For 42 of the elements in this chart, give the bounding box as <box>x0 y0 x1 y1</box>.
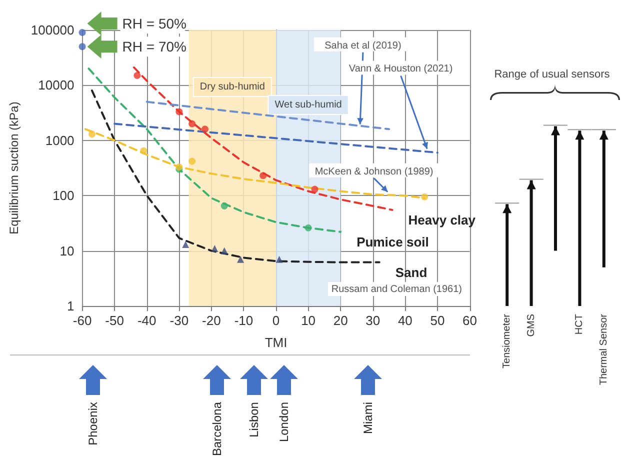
text: Miami <box>361 402 375 434</box>
x-tick-label: 30 <box>366 313 380 328</box>
annotation: Saha et al (2019) <box>324 40 402 52</box>
annotation: RH = 50% <box>122 16 186 32</box>
x-tick-label: -40 <box>137 313 156 328</box>
x-tick-label: 60 <box>462 313 478 328</box>
y-tick-label: 1 <box>67 298 74 314</box>
annotation: RH = 70% <box>122 38 186 55</box>
x-tick-label: 0 <box>272 313 280 328</box>
text: Lisbon <box>247 402 261 438</box>
x-tick-label: 20 <box>333 313 348 328</box>
x-tick-label: 40 <box>398 313 412 328</box>
series-label: Heavy clay <box>408 212 476 228</box>
x-tick-label: HCT <box>574 314 586 335</box>
x-tick-label: 50 <box>430 313 445 328</box>
x-tick-label: GMS <box>526 314 537 337</box>
x-tick-label: -60 <box>72 313 92 328</box>
y-tick-label: 100 <box>52 188 74 204</box>
x-tick-label: -30 <box>170 313 189 328</box>
annotation: Vann & Houston (2021) <box>348 64 453 75</box>
text: Phoenix <box>86 402 100 446</box>
text: Barcelona <box>210 402 224 456</box>
annotation: Russam and Coleman (1961) <box>331 284 462 295</box>
x-tick-label: Thermal Sensor <box>598 313 610 386</box>
x-tick-label: Tensiometer <box>502 313 513 368</box>
band-label: Dry sub-humid <box>200 82 265 92</box>
y-tick-label: 10 <box>60 243 74 258</box>
x-tick-label: -10 <box>234 313 254 328</box>
text: Range of usual sensors <box>494 68 610 80</box>
x-tick-label: -50 <box>105 313 124 328</box>
y-tick-label: 1000 <box>45 132 74 148</box>
series-label: Sand <box>395 264 428 280</box>
text: London <box>277 402 291 442</box>
y-axis-title: Equilibrium suction (kPa) <box>7 102 21 234</box>
x-tick-label: -20 <box>202 313 221 328</box>
band-label: Wet sub-humid <box>274 100 342 110</box>
x-axis-title: TMI <box>264 335 288 350</box>
annotation: McKeen & Johnson (1989) <box>314 166 434 178</box>
x-tick-label: 10 <box>301 313 316 328</box>
series-label: Pumice soil <box>356 234 429 250</box>
y-tick-label: 10000 <box>38 78 74 93</box>
y-tick-label: 100000 <box>30 22 74 38</box>
